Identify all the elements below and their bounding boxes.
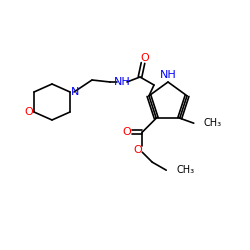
Text: CH₃: CH₃ — [204, 118, 222, 128]
Text: CH₃: CH₃ — [176, 165, 194, 175]
Text: NH: NH — [160, 70, 176, 80]
Text: O: O — [123, 127, 132, 137]
Text: O: O — [24, 107, 34, 117]
Text: NH: NH — [114, 77, 130, 87]
Text: N: N — [71, 87, 79, 97]
Text: O: O — [134, 145, 142, 155]
Text: O: O — [140, 53, 149, 63]
